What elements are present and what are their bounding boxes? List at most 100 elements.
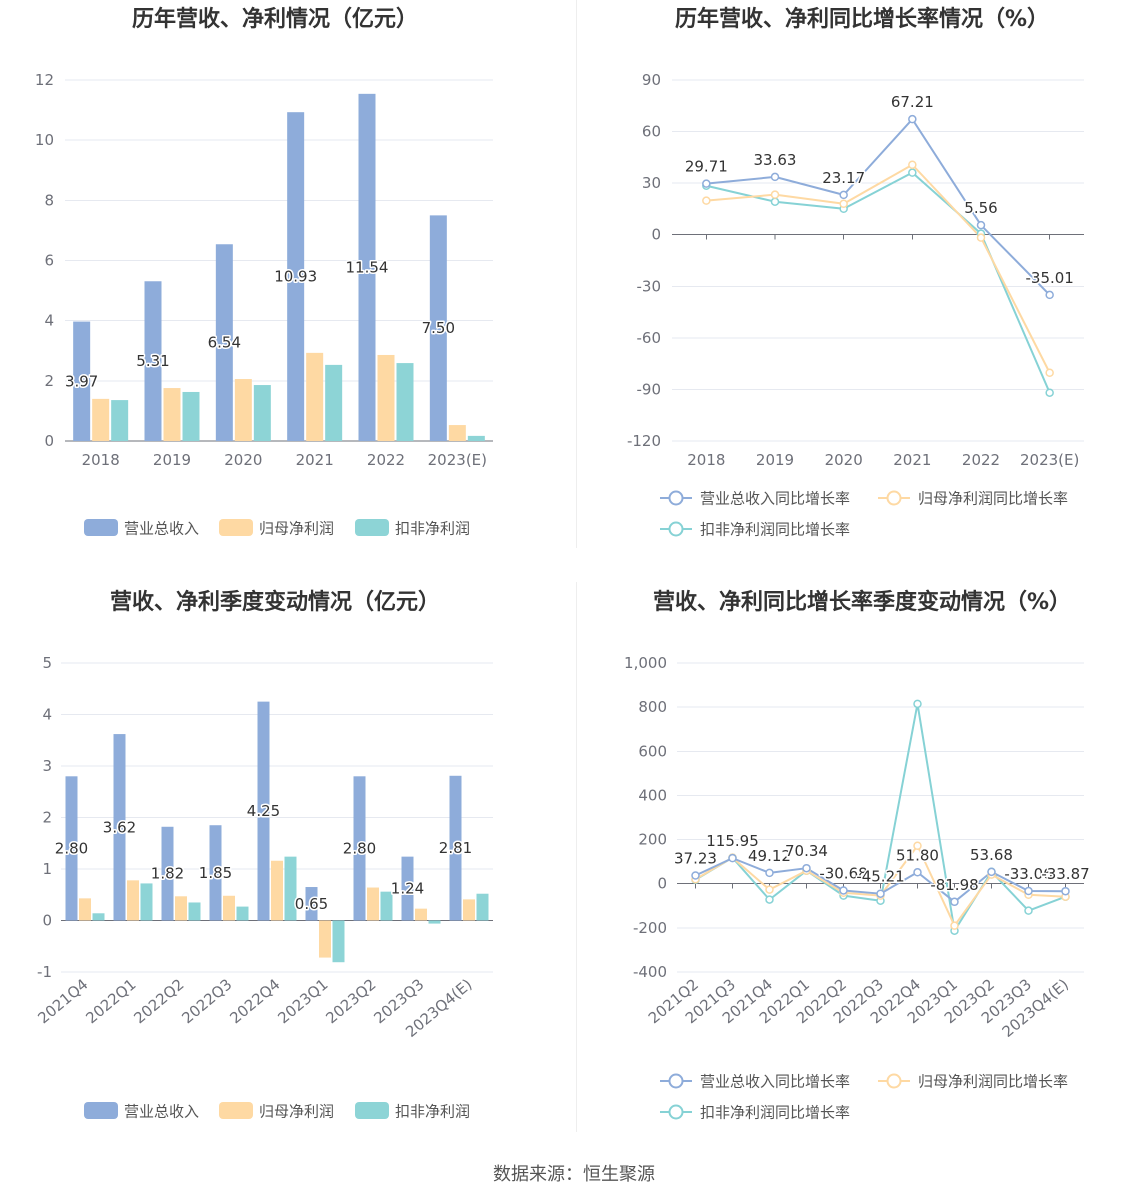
data-label-revenue-2023q2: 2.80 [343,839,376,857]
point-revenue-growth-2022 [976,220,986,230]
legend-item-revenue[interactable]: 营业总收入 [84,519,199,538]
quarterly-revenue-profit-bar-chart: 营收、净利季度变动情况（亿元） -10123452021Q42022Q12022… [34,589,493,1121]
grid-layer [672,79,1084,442]
x-tick-label-2023q1: 2023Q1 [274,975,331,1027]
data-label-revenue-2022q1: 3.62 [103,818,136,836]
data-label-revenue-2023-e: 7.50 [422,319,455,337]
point-revenue-growth-2023q4-e [1061,886,1070,896]
bar-revenue-2023q2 [353,776,366,921]
point-parent-net-profit-growth-2023q1 [950,921,959,930]
y-tick-label: 0 [657,875,667,893]
bar-deducted-net-profit-2023q1 [332,920,345,963]
data-label-revenue-2021: 10.93 [274,268,317,286]
x-tick-label-2019: 2019 [153,451,191,469]
legend-marker-icon [886,1073,902,1089]
legend-item-revenue-growth[interactable]: 营业总收入同比增长率 [660,1073,850,1091]
y-tick-label: -30 [637,277,662,295]
grid-layer [65,79,493,442]
bar-deducted-net-profit-2022q1 [140,883,153,921]
data-label-revenue-growth-2023q1: -81.98 [930,876,978,894]
bar-deducted-net-profit-2022q4 [284,856,297,921]
bar-deducted-net-profit-2023-e [467,435,485,441]
data-label-revenue-growth-2021q4: 49.12 [748,847,791,865]
labels-layer: 29.71 33.63 23.17 67.21 5.56 -35.01 [683,92,1075,289]
legend-marker-icon [886,490,902,506]
marks-layer [691,699,1070,935]
y-tick-label: 6 [44,252,54,270]
legend-marker-icon [668,521,684,537]
point-revenue-growth-2022q3 [876,889,885,898]
axis-layer: -120 -90 -60 -30 0 30 60 90 2018 2019 2020 2021 2022… [627,71,1084,469]
bar-parent-net-profit-2019 [163,388,181,441]
x-tick-label-2022: 2022 [367,451,405,469]
data-label-revenue-growth-2021: 67.21 [891,93,934,111]
marks-layer [73,93,485,442]
legend-item-deducted-net-profit-growth[interactable]: 扣非净利润同比增长率 [660,521,850,539]
bar-deducted-net-profit-2022q2 [188,902,201,921]
chart-title: 营收、净利同比增长率季度变动情况（%） [653,589,1071,615]
y-tick-label: -200 [633,919,667,937]
y-tick-label: -120 [627,432,661,450]
point-revenue-growth-2019 [770,172,780,182]
legend-label: 营业总收入同比增长率 [700,490,850,508]
bar-deducted-net-profit-2022q3 [236,906,249,921]
data-label-revenue-2022q3: 1.85 [199,864,232,882]
y-tick-label: 800 [638,698,667,716]
legend-item-parent-net-profit[interactable]: 归母净利润 [219,519,334,538]
legend-label: 营业总收入 [124,1103,199,1121]
legend-swatch [219,519,253,536]
point-revenue-growth-2021 [908,114,917,124]
bar-revenue-2022q3 [209,825,222,921]
point-parent-net-profit-growth-2018 [702,196,711,205]
point-revenue-growth-2023q2 [987,867,996,877]
data-label-revenue-growth-2020: 23.17 [822,169,865,187]
point-deducted-net-profit-growth-2019 [770,197,780,206]
line-revenue-growth [706,118,1051,296]
y-tick-label: 3 [42,757,52,775]
legend-swatch [219,1102,253,1119]
legend-label: 归母净利润 [259,520,334,538]
y-tick-label: 5 [42,654,52,672]
point-revenue-growth-2023q3 [1024,886,1033,896]
x-tick-label-2018: 2018 [82,451,120,469]
legend-marker-icon [668,490,684,506]
bar-parent-net-profit-2022q3 [223,895,235,921]
data-label-revenue-2022q4: 4.25 [247,802,280,820]
point-parent-net-profit-growth-2021 [908,160,917,169]
legend-item-parent-net-profit[interactable]: 归母净利润 [219,1102,334,1121]
data-label-revenue-2022: 11.54 [346,258,389,276]
bar-deducted-net-profit-2018 [111,400,129,441]
legend-item-deducted-net-profit[interactable]: 扣非净利润 [355,1102,470,1121]
data-label-revenue-growth-2023-e: -35.01 [1025,269,1073,287]
bar-parent-net-profit-2023q3 [415,908,427,921]
y-tick-label: 600 [638,742,667,760]
legend-item-revenue-growth[interactable]: 营业总收入同比增长率 [660,490,850,508]
chart-title: 历年营收、净利同比增长率情况（%） [675,6,1049,32]
y-tick-label: 2 [42,809,52,827]
legend-marker-icon [668,1073,684,1089]
legend-item-parent-net-profit-growth[interactable]: 归母净利润同比增长率 [878,490,1068,508]
data-label-revenue-growth-2023q2: 53.68 [970,846,1013,864]
legend-layer: 营业总收入 归母净利润 扣非净利润 [84,1102,470,1121]
legend-label: 归母净利润同比增长率 [918,490,1068,508]
bar-parent-net-profit-2023q2 [367,887,379,921]
bar-deducted-net-profit-2022 [396,363,414,441]
legend-item-revenue[interactable]: 营业总收入 [84,1102,199,1121]
legend-item-deducted-net-profit[interactable]: 扣非净利润 [355,519,470,538]
data-label-revenue-2018: 3.97 [65,372,98,390]
data-label-revenue-growth-2019: 33.63 [754,151,797,169]
y-tick-label: 90 [642,71,661,89]
bar-parent-net-profit-2021q4 [79,898,91,921]
legend-item-parent-net-profit-growth[interactable]: 归母净利润同比增长率 [878,1073,1068,1091]
point-revenue-growth-2022q2 [839,886,848,895]
x-tick-label-2023-e: 2023(E) [1020,451,1079,469]
data-label-revenue-2023q4-e: 2.81 [439,839,472,857]
y-tick-label: 0 [44,432,54,450]
point-parent-net-profit-growth-2022 [976,233,986,242]
legend-item-deducted-net-profit-growth[interactable]: 扣非净利润同比增长率 [660,1104,850,1122]
data-label-revenue-2023q1: 0.65 [295,895,328,913]
point-revenue-growth-2018 [702,179,711,188]
y-tick-label: 4 [42,706,52,724]
